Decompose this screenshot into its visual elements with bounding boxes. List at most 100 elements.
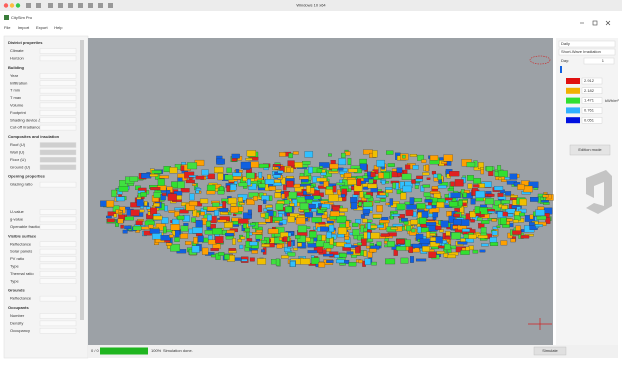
building: [431, 186, 439, 190]
field-input[interactable]: [39, 117, 77, 123]
field-input[interactable]: [39, 110, 77, 116]
building: [371, 261, 377, 266]
building: [498, 170, 508, 178]
field-input[interactable]: [39, 48, 77, 54]
simulate-button[interactable]: [533, 346, 567, 356]
menu-item[interactable]: Import: [18, 25, 30, 30]
menu-item[interactable]: Help: [54, 25, 63, 30]
section-title: Opening properties: [8, 174, 46, 179]
legend-panel: Daily Short-Wave Irradiation Day: 1 2.912 2.1…: [558, 40, 619, 156]
building: [304, 151, 314, 158]
legend-input[interactable]: [581, 77, 603, 85]
field-input[interactable]: [39, 164, 77, 170]
field-input[interactable]: [39, 320, 77, 327]
legend-input[interactable]: [581, 107, 603, 114]
field-input[interactable]: [39, 278, 77, 284]
building: [265, 179, 275, 185]
field-input[interactable]: [39, 157, 77, 163]
field-input[interactable]: [39, 209, 77, 215]
building: [286, 175, 294, 179]
field-input[interactable]: [39, 181, 77, 188]
field-input[interactable]: [39, 87, 77, 94]
building: [392, 223, 403, 227]
building: [287, 252, 296, 257]
menu-item[interactable]: File: [4, 25, 11, 30]
field-input[interactable]: [39, 102, 77, 109]
field-input[interactable]: [39, 149, 77, 156]
section-title: Grounds: [8, 288, 25, 293]
building: [463, 233, 469, 239]
period-select[interactable]: [558, 40, 616, 48]
building: [157, 178, 165, 186]
field-input[interactable]: [39, 295, 77, 302]
building: [328, 153, 332, 157]
field-label: Shading device ∆: [10, 117, 41, 122]
building: [268, 186, 276, 191]
building: [252, 195, 258, 201]
building: [396, 246, 407, 251]
building: [418, 217, 427, 225]
building: [363, 227, 368, 232]
building: [302, 161, 311, 165]
field-input[interactable]: [39, 224, 77, 230]
legend-input[interactable]: [581, 97, 603, 104]
field-input[interactable]: [39, 248, 77, 255]
building: [500, 217, 507, 225]
status: 0 / 0 100% Simulation done. Simulate: [91, 346, 567, 356]
building: [502, 211, 508, 217]
field-input[interactable]: [39, 216, 77, 223]
min-dot[interactable]: [9, 3, 15, 8]
field-input[interactable]: [39, 80, 77, 86]
legend-input[interactable]: [581, 116, 603, 124]
variable-select[interactable]: [558, 48, 616, 56]
day-input[interactable]: [583, 57, 615, 65]
building: [293, 247, 298, 251]
field-label: Glazing ratio: [10, 182, 33, 187]
building: [512, 219, 519, 223]
building: [159, 175, 169, 179]
menu-item[interactable]: Export: [36, 25, 48, 30]
field-input[interactable]: [39, 142, 77, 148]
building: [316, 177, 327, 182]
field-input[interactable]: [39, 55, 77, 62]
day-slider[interactable]: [560, 66, 562, 73]
edition-button[interactable]: [569, 144, 611, 156]
building: [246, 198, 255, 205]
field-input[interactable]: [39, 95, 77, 101]
scrollbar[interactable]: [80, 40, 84, 320]
building: [480, 227, 487, 234]
field-label: Ground (U): [10, 164, 31, 169]
field-input[interactable]: [39, 328, 77, 334]
building: [392, 182, 397, 189]
building: [345, 220, 350, 228]
building: [268, 228, 279, 234]
building: [387, 163, 395, 167]
legend-input[interactable]: [581, 87, 603, 95]
field-input[interactable]: [39, 73, 77, 79]
field-input[interactable]: [39, 263, 77, 270]
section-title: Visible surface: [8, 233, 37, 238]
day-label: Day:: [561, 58, 569, 63]
max-dot[interactable]: [15, 3, 21, 8]
building: [493, 186, 504, 191]
legend-swatch: [566, 97, 580, 104]
building: [340, 194, 346, 198]
building: [311, 217, 322, 223]
building: [358, 259, 363, 264]
building: [536, 215, 547, 220]
building: [207, 173, 215, 180]
building: [376, 195, 387, 198]
building: [304, 195, 314, 200]
field-input[interactable]: [39, 313, 77, 319]
field-input[interactable]: [39, 241, 77, 247]
window-controls[interactable]: [580, 20, 611, 26]
field-input[interactable]: [39, 256, 77, 262]
building: [245, 172, 255, 179]
building: [249, 257, 255, 262]
building: [311, 208, 317, 213]
building: [429, 241, 440, 247]
close-dot[interactable]: [3, 3, 9, 8]
building: [247, 209, 252, 216]
field-input[interactable]: [39, 271, 77, 277]
field-input[interactable]: [39, 124, 77, 131]
